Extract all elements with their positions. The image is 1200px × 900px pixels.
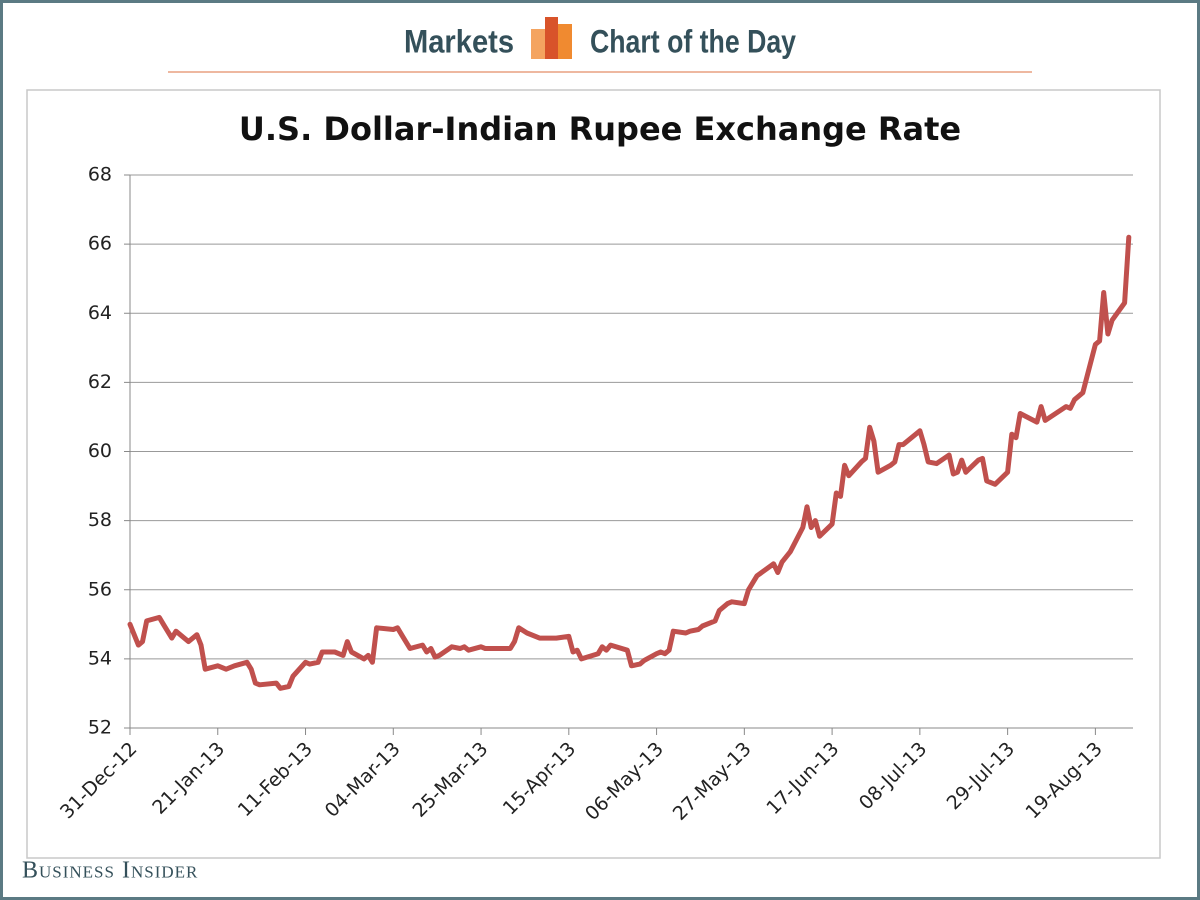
y-tick-label: 68	[88, 164, 112, 186]
logo	[531, 17, 572, 59]
chart-title: U.S. Dollar-Indian Rupee Exchange Rate	[239, 110, 961, 148]
line-series	[127, 234, 1132, 691]
y-tick-label: 60	[88, 440, 112, 462]
y-tick-label: 56	[88, 578, 112, 600]
y-tick-label: 58	[88, 509, 112, 531]
y-tick-label: 52	[88, 717, 112, 739]
brand: Business Insider	[22, 858, 198, 884]
header-left: Markets	[404, 23, 514, 59]
y-tick-label: 66	[88, 233, 112, 255]
y-tick-label: 64	[88, 302, 112, 324]
y-tick-label: 54	[88, 647, 112, 669]
chart-frame	[26, 89, 1161, 859]
header-right: Chart of the Day	[590, 23, 796, 59]
y-tick-label: 62	[88, 371, 112, 393]
